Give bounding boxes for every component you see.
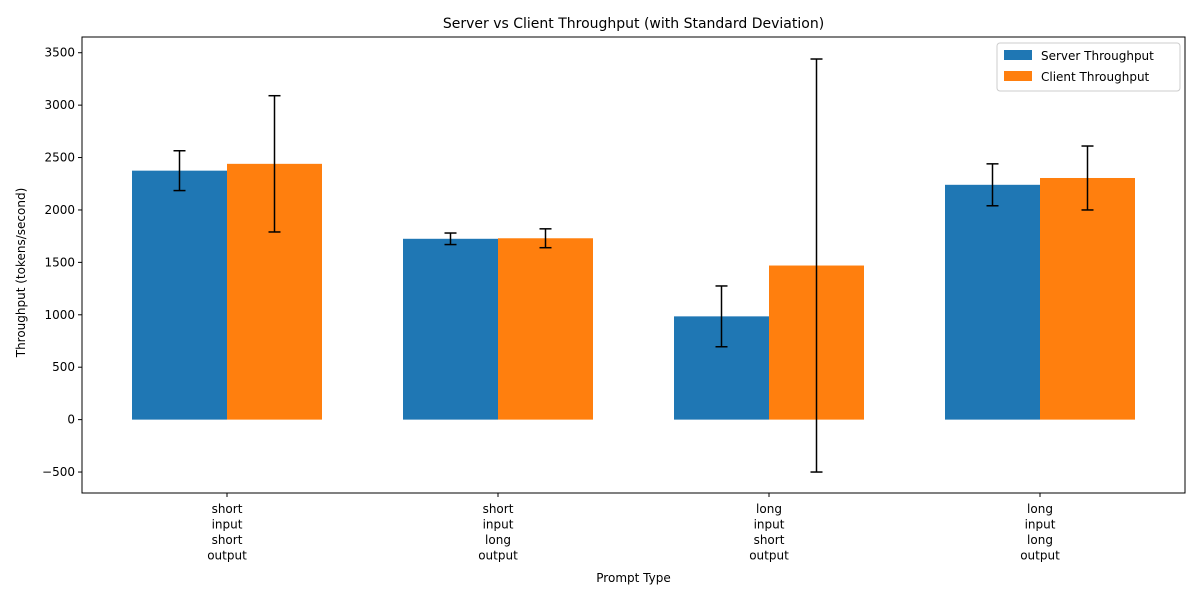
error-bar-client-3 — [1081, 145, 1094, 211]
x-tick-label: long input long output — [1020, 502, 1060, 563]
legend-swatch-server — [1004, 50, 1032, 60]
y-tick-label: 3500 — [44, 46, 75, 60]
x-tick-label-line: long — [756, 502, 782, 516]
x-tick-label: short input long output — [478, 502, 518, 563]
x-tick-label: short input short output — [207, 502, 247, 563]
legend-label-client: Client Throughput — [1041, 70, 1150, 84]
x-tick-label-line: long — [485, 533, 511, 547]
y-tick-label: 2000 — [44, 203, 75, 217]
error-bar-client-0 — [268, 94, 281, 233]
axes-frame — [81, 36, 1186, 494]
y-tick-label: 1500 — [44, 255, 75, 269]
error-bar-client-2 — [810, 58, 823, 473]
y-tick-label: 2500 — [44, 151, 75, 165]
x-tick-label-line: input — [754, 518, 785, 532]
x-tick-label-line: input — [483, 518, 514, 532]
y-tick-label: 3000 — [44, 98, 75, 112]
x-tick-label-line: output — [1020, 549, 1060, 563]
legend: Server Throughput Client Throughput — [996, 42, 1181, 92]
error-bar-server-1 — [444, 232, 457, 246]
x-axis-label: Prompt Type — [596, 571, 670, 585]
x-tick-label-line: output — [749, 549, 789, 563]
x-tick-label-line: input — [212, 518, 243, 532]
y-tick-label: 0 — [67, 413, 75, 427]
x-tick-label-line: long — [1027, 533, 1053, 547]
legend-frame — [996, 42, 1181, 92]
y-tick-label: 1000 — [44, 308, 75, 322]
x-tick-label-line: output — [478, 549, 518, 563]
bar-server-0 — [132, 170, 227, 420]
error-bar-server-3 — [986, 163, 999, 207]
x-tick-label-line: long — [1027, 502, 1053, 516]
bar-client-1 — [498, 238, 593, 420]
bar-server-3 — [945, 184, 1040, 420]
x-tick-label-line: short — [212, 502, 243, 516]
x-tick-label: long input short output — [749, 502, 789, 563]
legend-label-server: Server Throughput — [1041, 49, 1154, 63]
error-bar-client-1 — [539, 228, 552, 249]
x-tick-label-line: output — [207, 549, 247, 563]
x-tick-label-line: short — [212, 533, 243, 547]
x-tick-label-line: short — [754, 533, 785, 547]
y-axis-label: Throughput (tokens/second) — [14, 188, 28, 359]
chart-title: Server vs Client Throughput (with Standa… — [443, 16, 824, 32]
error-bar-server-0 — [173, 149, 186, 192]
bar-server-1 — [403, 238, 498, 420]
x-tick-label-line: short — [483, 502, 514, 516]
error-bar-server-2 — [715, 285, 728, 348]
x-tick-label-line: input — [1025, 518, 1056, 532]
legend-swatch-client — [1004, 71, 1032, 81]
y-tick-label: 500 — [52, 360, 75, 374]
bar-client-3 — [1040, 177, 1135, 420]
y-tick-label: −500 — [42, 465, 75, 479]
